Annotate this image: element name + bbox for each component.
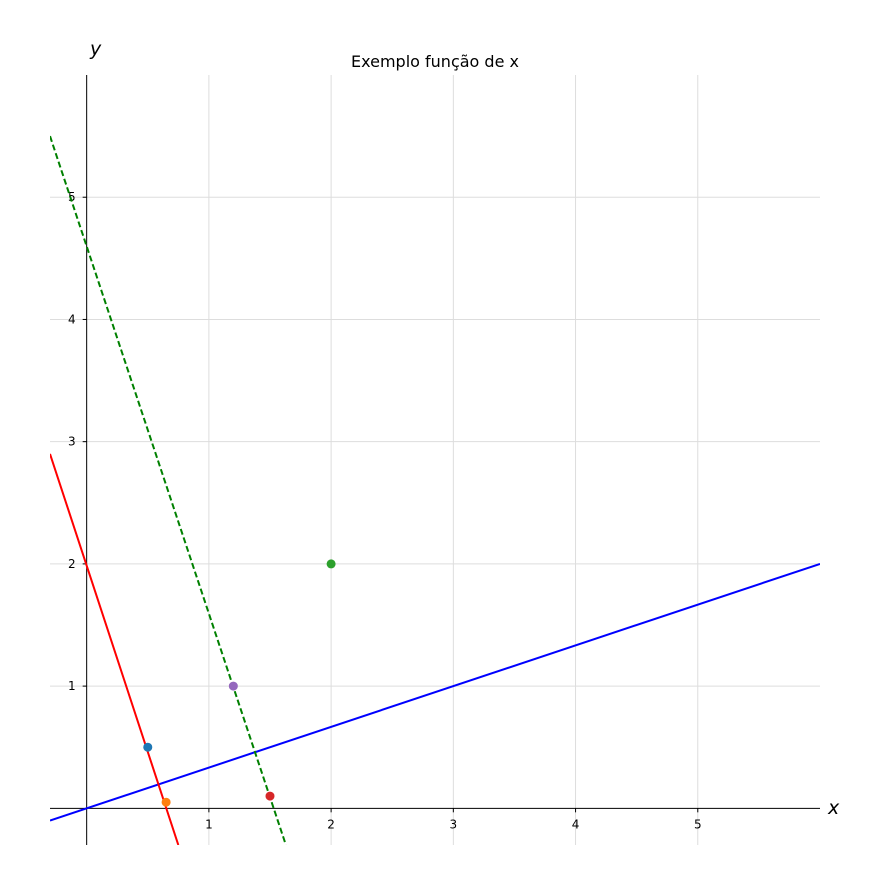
tick-labels: 1 2 3 4 5 1 2 3 4 5 <box>68 190 702 831</box>
y-tick-label: 1 <box>68 679 76 693</box>
x-tick-label: 3 <box>450 817 458 831</box>
x-tick-label: 5 <box>694 817 702 831</box>
data-point <box>265 791 275 801</box>
y-tick-label: 5 <box>68 190 76 204</box>
x-tick-label: 2 <box>327 817 335 831</box>
series-line <box>50 453 180 845</box>
data-points <box>143 559 336 807</box>
axes <box>50 75 820 845</box>
data-point <box>228 681 238 691</box>
x-axis-label: x <box>827 797 840 819</box>
x-tick-label: 1 <box>205 817 213 831</box>
data-point <box>326 559 336 569</box>
y-tick-label: 4 <box>68 312 76 326</box>
x-tick-label: 4 <box>572 817 580 831</box>
grid-lines <box>50 75 820 845</box>
series-lines <box>50 135 820 845</box>
y-axis-label: y <box>89 38 102 60</box>
y-tick-label: 2 <box>68 557 76 571</box>
y-tick-label: 3 <box>68 435 76 449</box>
chart-title: Exemplo função de x <box>351 52 519 71</box>
series-line <box>50 135 287 845</box>
data-point <box>143 742 153 752</box>
data-point <box>161 797 171 807</box>
series-line <box>50 562 820 822</box>
